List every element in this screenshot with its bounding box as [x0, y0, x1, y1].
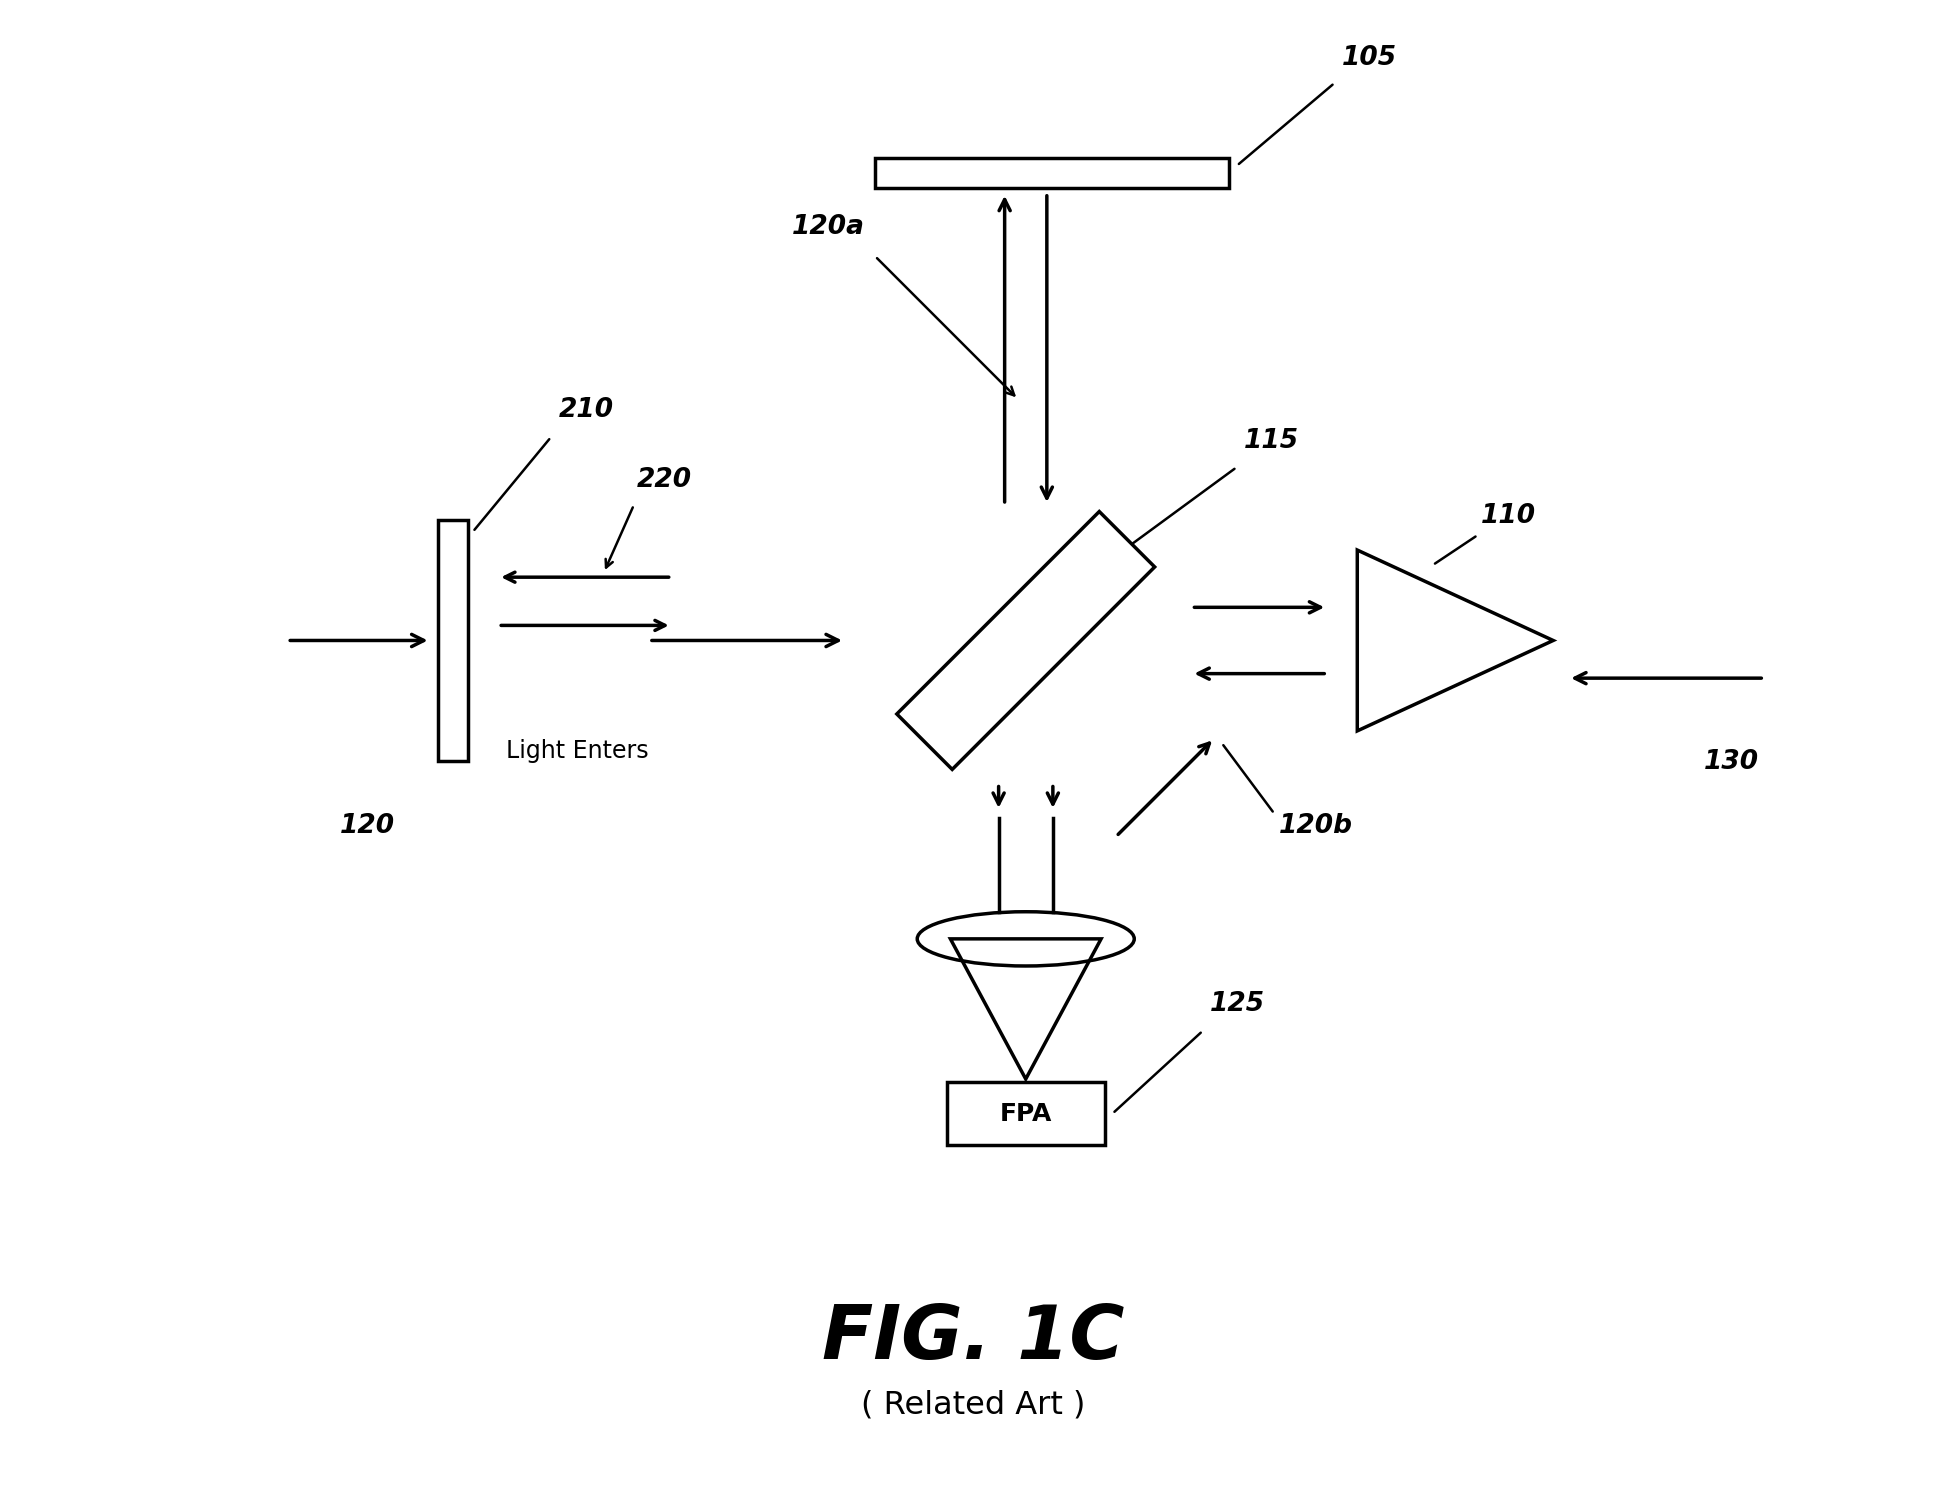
- Text: 115: 115: [1243, 428, 1300, 454]
- Text: FPA: FPA: [1000, 1102, 1053, 1126]
- Polygon shape: [438, 520, 469, 761]
- Text: FIG. 1C: FIG. 1C: [821, 1302, 1125, 1374]
- Text: 125: 125: [1210, 992, 1265, 1017]
- Text: 120b: 120b: [1279, 814, 1352, 839]
- Polygon shape: [876, 158, 1230, 188]
- Text: 130: 130: [1705, 749, 1759, 775]
- Text: 120: 120: [341, 814, 395, 839]
- Text: 210: 210: [559, 398, 613, 423]
- Text: 220: 220: [636, 467, 693, 493]
- Polygon shape: [897, 511, 1154, 770]
- Polygon shape: [1356, 550, 1553, 731]
- Polygon shape: [950, 939, 1101, 1079]
- Text: Light Enters: Light Enters: [506, 738, 648, 763]
- Text: 110: 110: [1481, 503, 1535, 529]
- Text: 105: 105: [1343, 45, 1397, 71]
- Text: 120a: 120a: [792, 214, 866, 240]
- Text: ( Related Art ): ( Related Art ): [860, 1389, 1086, 1420]
- Polygon shape: [946, 1082, 1105, 1145]
